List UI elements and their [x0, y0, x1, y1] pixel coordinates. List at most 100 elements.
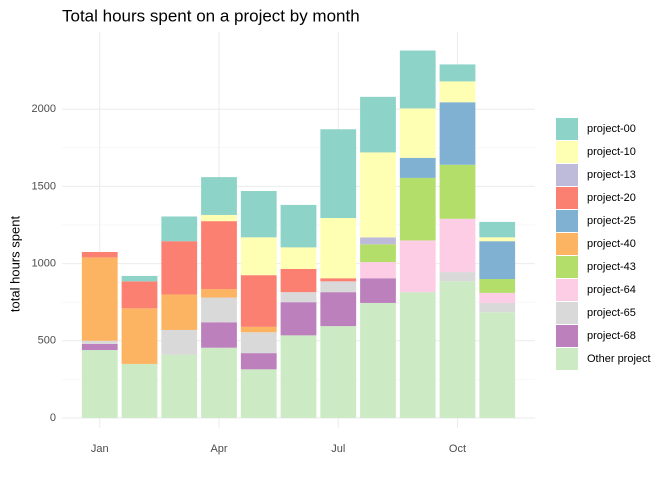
bar-segment [399, 177, 436, 241]
legend-key [556, 118, 578, 140]
bar-segment [479, 312, 516, 418]
bar-segment [399, 292, 436, 418]
legend-key [556, 233, 578, 255]
bar-segment [280, 268, 317, 293]
bar-segment [479, 241, 516, 280]
bar-segment [399, 157, 436, 178]
bar-segment [360, 96, 396, 153]
x-tick-label: Apr [210, 443, 227, 455]
bar-segment [399, 108, 436, 158]
x-tick-label: Oct [449, 443, 466, 455]
bar-segment [360, 152, 396, 238]
bar-segment [479, 292, 516, 303]
bar-segment [479, 279, 516, 293]
bar-segment [479, 237, 516, 242]
bar-segment [320, 281, 357, 293]
bar-segment [439, 102, 476, 165]
bar-segment [280, 335, 317, 418]
legend-label: project-20 [587, 192, 636, 204]
bar-segment [201, 322, 237, 348]
legend-key [556, 279, 578, 301]
bar-segment [161, 354, 198, 418]
bar-segment [439, 281, 476, 418]
chart-title: Total hours spent on a project by month [62, 6, 360, 25]
bar-segment [439, 218, 476, 273]
legend-key [556, 256, 578, 278]
legend-key [556, 164, 578, 186]
bar-segment [320, 326, 357, 418]
bar-segment [201, 221, 237, 290]
bar-segment [161, 241, 198, 295]
y-tick-label: 2000 [32, 103, 56, 115]
bar-segment [439, 81, 476, 103]
bar-segment [320, 218, 357, 279]
bar-segment [240, 326, 277, 333]
y-axis-title: total hours spent [7, 216, 22, 313]
bar-segment [121, 363, 158, 418]
bar-segment [201, 214, 237, 222]
bar-segment [201, 289, 237, 298]
x-tick-label: Jan [91, 443, 109, 455]
bar-segment [399, 240, 436, 293]
legend-label: project-13 [587, 169, 636, 181]
bar-segment [439, 164, 476, 219]
bar-segment [280, 247, 317, 269]
bar-segment [121, 275, 158, 282]
y-tick-label: 1000 [32, 257, 56, 269]
bar-segment [81, 343, 118, 351]
y-tick-label: 500 [38, 335, 56, 347]
legend-label: project-68 [587, 330, 636, 342]
legend-key [556, 141, 578, 163]
bar-segment [201, 347, 237, 418]
bar-segment [121, 281, 158, 309]
legend-label: project-40 [587, 238, 636, 250]
bar-segment [240, 332, 277, 354]
bar-segment [399, 50, 436, 109]
bar-segment [360, 302, 396, 418]
legend-label: Other project [587, 353, 651, 365]
bar-segment [240, 275, 277, 327]
bar-segment [280, 302, 317, 336]
legend-label: project-25 [587, 215, 636, 227]
bar-segment [320, 292, 357, 327]
bar-segment [81, 252, 118, 258]
bar-segment [439, 64, 476, 82]
bar-segment [360, 237, 396, 245]
bar-segment [439, 272, 476, 282]
bar-segment [161, 329, 198, 355]
bar-segment [360, 262, 396, 279]
bar-segment [280, 204, 317, 248]
legend-key [556, 302, 578, 324]
bar-segment [81, 350, 118, 418]
bar-segment [240, 191, 277, 238]
y-tick-label: 1500 [32, 180, 56, 192]
bar-segment [161, 294, 198, 330]
legend-label: project-00 [587, 123, 636, 135]
y-tick-label: 0 [50, 412, 56, 424]
legend-label: project-64 [587, 284, 636, 296]
legend-key [556, 187, 578, 209]
bar-segment [479, 302, 516, 313]
bar-segment [360, 244, 396, 263]
legend-label: project-65 [587, 307, 636, 319]
bar-segment [360, 278, 396, 303]
bar-segment [201, 297, 237, 323]
bar-segment [81, 257, 118, 341]
bar-segment [280, 292, 317, 303]
bar-segment [161, 216, 198, 242]
x-tick-label: Jul [331, 443, 345, 455]
legend-label: project-43 [587, 261, 636, 273]
bar-segment [240, 369, 277, 418]
bar-segment [240, 237, 277, 276]
legend-key [556, 210, 578, 232]
bar-segment [240, 353, 277, 370]
legend-key [556, 325, 578, 347]
bar-segment [320, 278, 357, 282]
bar-segment [201, 177, 237, 215]
legend-key [556, 348, 578, 370]
bar-segment [121, 308, 158, 364]
bar-segment [320, 129, 357, 219]
legend-label: project-10 [587, 146, 636, 158]
bar-segment [81, 340, 118, 344]
